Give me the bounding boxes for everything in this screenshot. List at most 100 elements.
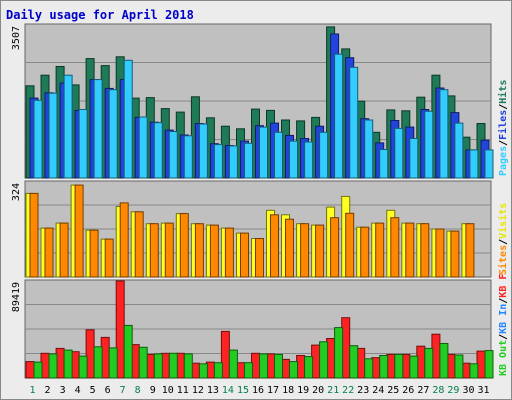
bar-pages-day-24 [379,149,389,179]
legend-entry: Pages [498,146,509,176]
bar-kb_out-day-13 [213,362,223,379]
bar-kb_out-day-22 [349,345,359,379]
bar-kb_out-day-6 [108,347,118,379]
bar-kb_out-day-19 [304,356,314,379]
legend-entry: Sites [497,245,509,275]
bar-pages-day-16 [259,126,268,179]
bar-sites-day-10 [164,222,174,278]
chart-title: Daily usage for April 2018 [6,8,194,22]
day-label-28: 28 [432,385,444,396]
bar-kb_out-day-18 [289,361,298,379]
bar-pages-day-26 [409,138,419,179]
bar-kb_out-day-9 [153,353,163,379]
bar-kb_out-day-23 [364,358,374,379]
bar-kb_out-day-26 [409,355,419,379]
day-label-24: 24 [372,385,384,396]
bar-pages-day-29 [454,122,464,179]
bar-kb_out-day-7 [123,324,133,379]
day-label-13: 13 [207,385,219,396]
bar-sites-day-17 [270,214,279,278]
bar-kb_out-day-11 [183,353,193,379]
day-label-6: 6 [105,385,111,396]
bar-pages-day-7 [123,59,133,179]
bar-sites-day-12 [194,223,204,278]
day-label-12: 12 [192,385,204,396]
bar-pages-day-22 [349,66,359,179]
panel-visits-sites: 324 Sites/Visits [11,180,509,278]
bar-kb_out-day-16 [259,353,268,379]
day-label-11: 11 [177,385,189,396]
bar-sites-day-3 [59,222,69,278]
bar-kb_out-day-24 [379,355,389,379]
bar-kb_out-day-27 [424,347,434,379]
bar-pages-day-11 [183,135,193,179]
bar-kb_out-day-29 [454,354,464,379]
bar-sites-day-25 [390,217,400,278]
bar-kb_out-day-3 [63,349,73,379]
bar-sites-day-24 [375,222,385,278]
legend-entry: / [498,334,509,340]
bar-kb_out-day-5 [93,346,103,379]
day-label-3: 3 [60,385,66,396]
bar-pages-day-4 [78,109,88,179]
day-label-30: 30 [462,385,474,396]
bar-sites-day-29 [450,230,460,278]
day-label-21: 21 [327,385,339,396]
day-label-29: 29 [447,385,459,396]
day-label-1: 1 [29,385,35,396]
bar-pages-day-14 [228,145,238,179]
bar-pages-day-3 [63,74,73,179]
bar-sites-day-27 [420,223,430,278]
legend-entry: / [498,140,509,146]
day-label-4: 4 [75,385,81,396]
legend-entry: / [498,104,509,110]
bar-sites-day-26 [405,222,415,278]
bar-pages-day-23 [364,119,374,179]
legend-entry: KB F [498,274,509,298]
day-label-18: 18 [282,385,294,396]
legend-entry: KB Out [498,340,509,376]
day-axis: 1 2 3 4 5 6 7 8 9 10 11 12 13 14 15 16 17 18 19 20 21 22 23 24 2… [29,385,489,396]
bar-kb_out-day-14 [228,349,238,379]
bar-sites-day-23 [360,226,370,278]
bar-pages-day-2 [48,92,58,179]
panel-legend: Sites/Visits [497,203,509,275]
bar-pages-day-21 [334,53,344,179]
y-max-label: 324 [11,183,22,201]
bar-pages-day-31 [484,149,494,179]
bar-pages-day-25 [394,127,404,179]
bar-pages-day-13 [213,144,223,179]
bar-sites-day-19 [300,223,310,278]
day-label-22: 22 [342,385,354,396]
bar-kb_out-day-8 [138,346,148,379]
day-label-2: 2 [44,385,50,396]
legend-entry: Hits [497,80,509,104]
bar-kb_out-day-2 [48,353,58,379]
y-max-label: 3507 [11,26,22,50]
legend-entry: KB In [498,304,509,334]
bar-sites-day-1 [29,192,39,278]
bar-sites-day-28 [435,228,445,278]
bar-sites-day-13 [209,224,219,278]
panel-legend: KB Out/KB In/KB F [498,274,509,376]
bar-sites-day-16 [255,238,264,278]
day-label-15: 15 [237,385,249,396]
y-max-label: 89419 [11,282,22,312]
legend-entry: Files [497,110,509,140]
legend-entry: / [498,298,509,304]
day-label-19: 19 [297,385,309,396]
bar-pages-day-20 [319,131,329,179]
bar-sites-day-2 [44,227,54,278]
bar-sites-day-7 [119,202,129,278]
bar-pages-day-1 [33,99,43,179]
legend-entry: / [498,239,509,245]
day-label-5: 5 [90,385,96,396]
bar-pages-day-5 [93,79,103,179]
bar-kb_out-day-30 [469,363,479,379]
day-label-10: 10 [162,385,174,396]
bar-pages-day-18 [289,140,298,179]
bar-sites-day-15 [240,232,249,278]
